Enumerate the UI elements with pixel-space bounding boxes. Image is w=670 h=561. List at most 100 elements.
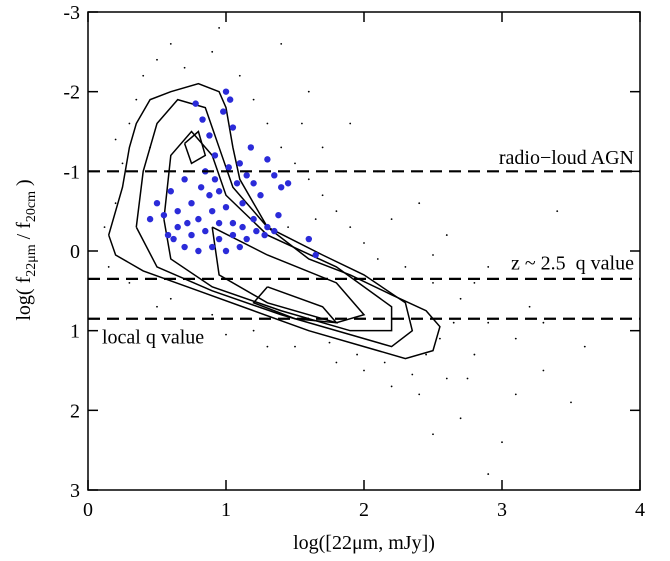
y-label-sub: 22μm (24, 244, 39, 277)
source-point (199, 116, 206, 123)
field-point (445, 377, 448, 380)
source-point (236, 243, 243, 251)
source-point (312, 251, 319, 259)
field-point (418, 202, 421, 205)
reference-label: radio−loud AGN (499, 147, 634, 169)
field-point (266, 122, 269, 125)
source-point (181, 176, 188, 183)
source-point (160, 211, 168, 219)
y-tick-label: -1 (63, 161, 80, 183)
field-point (542, 321, 545, 324)
source-point (229, 124, 237, 131)
contour (211, 226, 366, 324)
field-point (294, 345, 296, 348)
field-point (473, 353, 476, 356)
y-label-part: log( f (13, 276, 35, 320)
source-point (170, 235, 177, 243)
field-point (121, 162, 124, 165)
field-point (321, 194, 324, 197)
field-point (432, 254, 434, 256)
field-point (439, 337, 441, 340)
field-point (183, 66, 186, 69)
y-label-part: ) (13, 179, 35, 191)
field-point (328, 341, 331, 344)
field-point (335, 361, 338, 364)
field-point (570, 401, 572, 404)
field-point (411, 373, 414, 376)
y-tick-label: 1 (70, 321, 80, 343)
reference-label: z ~ 2.5 q value (511, 252, 634, 274)
source-point (233, 180, 241, 187)
source-point (164, 231, 172, 239)
field-point (376, 258, 379, 260)
source-point (226, 96, 234, 103)
source-point (202, 227, 209, 235)
field-point (432, 433, 434, 436)
field-point (280, 42, 283, 45)
source-point (195, 247, 202, 255)
source-point (188, 200, 195, 207)
field-point (114, 138, 117, 141)
source-point (220, 108, 227, 115)
y-tick-label: -3 (63, 2, 80, 24)
field-point (514, 337, 517, 340)
field-point (225, 333, 227, 336)
field-point (390, 218, 393, 221)
field-point (156, 305, 158, 308)
y-tick-label: 3 (70, 480, 80, 502)
field-point (473, 281, 476, 284)
field-point (321, 146, 324, 149)
field-point (128, 281, 131, 284)
reference-label: local q value (102, 326, 204, 348)
field-point (335, 210, 338, 213)
source-point (188, 231, 195, 239)
source-point (153, 200, 161, 207)
field-point (466, 377, 469, 380)
contour (135, 98, 414, 348)
source-point (209, 243, 216, 251)
source-point (229, 219, 237, 227)
source-point (197, 184, 205, 191)
field-point (528, 305, 531, 308)
contour (183, 130, 207, 165)
field-point (363, 242, 365, 244)
field-point (452, 321, 455, 324)
source-point (278, 184, 285, 191)
field-point (425, 353, 427, 356)
x-tick-label: 2 (359, 499, 369, 521)
field-point (114, 202, 117, 205)
y-tick-label: -2 (63, 82, 80, 104)
source-point (146, 215, 154, 223)
field-point (501, 441, 503, 444)
field-point (128, 122, 131, 125)
field-point (280, 146, 283, 149)
field-point (287, 226, 289, 229)
field-point (107, 266, 110, 268)
field-point (390, 385, 393, 388)
source-point (271, 172, 278, 179)
field-point (356, 353, 358, 356)
source-point (239, 223, 246, 231)
field-point (363, 369, 365, 372)
contour (252, 286, 339, 324)
x-tick-label: 4 (635, 499, 645, 521)
source-point (195, 215, 202, 223)
source-point (174, 207, 181, 215)
field-point (238, 74, 241, 77)
source-point (236, 160, 243, 167)
source-point (181, 243, 188, 251)
source-point (247, 144, 255, 151)
contour (107, 82, 441, 360)
x-tick-label: 0 (83, 499, 93, 521)
field-point (501, 154, 503, 157)
field-point (487, 321, 490, 324)
field-point (583, 345, 586, 348)
field-point (459, 417, 462, 420)
field-point (169, 297, 172, 300)
source-point (257, 192, 264, 199)
contour (163, 130, 393, 332)
source-point (192, 100, 199, 107)
source-point (284, 180, 292, 187)
source-point (209, 207, 216, 215)
source-point (264, 223, 271, 231)
